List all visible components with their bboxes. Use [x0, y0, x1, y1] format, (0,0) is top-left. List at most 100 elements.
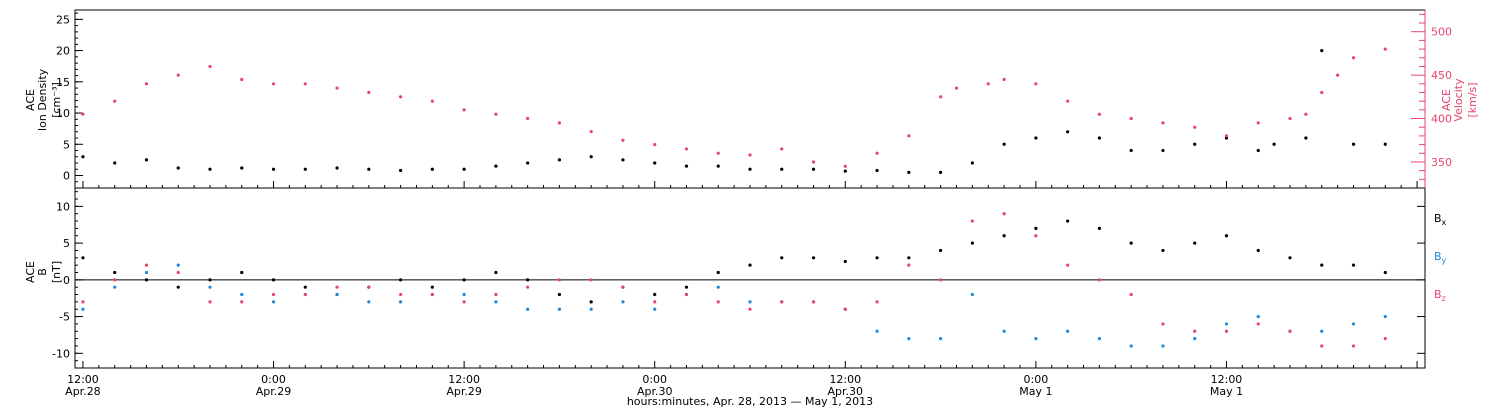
bx-point: [938, 248, 943, 253]
x-tick-label-time: 0:00: [1024, 373, 1049, 386]
density-point: [1129, 148, 1133, 153]
bx-point: [780, 256, 784, 260]
by-point: [1097, 337, 1102, 341]
density-point: [1066, 130, 1070, 134]
density-point: [557, 158, 562, 162]
bottom-left-ylabel-line-2: B: [36, 268, 49, 276]
bz-point: [811, 300, 816, 304]
bottom-y-tick-label: 5: [63, 237, 70, 250]
bx-point: [1288, 256, 1292, 260]
by-point: [589, 307, 593, 311]
density-point: [176, 166, 180, 170]
top-left-ylabel-line-3: [cm⁻³]: [50, 82, 63, 118]
bx-point: [970, 241, 974, 245]
bz-point: [1034, 234, 1038, 238]
bz-point: [1193, 329, 1197, 333]
density-point: [367, 167, 371, 171]
by-point: [398, 300, 403, 304]
by-point: [907, 337, 911, 341]
bx-point: [526, 278, 530, 282]
bz-point: [335, 285, 339, 289]
bottom-y-tick-label: 10: [56, 200, 70, 213]
bx-point: [684, 285, 689, 289]
bx-point: [1320, 263, 1324, 267]
density-point: [1351, 142, 1356, 146]
legend-bx: Bx: [1434, 212, 1447, 227]
bz-point: [1066, 263, 1070, 267]
bx-point: [1256, 248, 1260, 253]
bz-point: [462, 300, 466, 304]
bx-point: [843, 259, 847, 264]
top-right-y-tick-label: 400: [1431, 113, 1452, 126]
bz-point: [970, 219, 974, 223]
velocity-point: [1224, 134, 1229, 138]
density-point: [430, 167, 434, 171]
bz-point: [1224, 329, 1229, 333]
by-point: [367, 300, 371, 304]
bottom-left-ylabel: ACE B [nT]: [24, 261, 63, 283]
bx-point: [589, 300, 593, 304]
bz-point: [1129, 292, 1133, 297]
density-point: [811, 167, 816, 171]
density-point: [1002, 142, 1006, 146]
legend-bx-main: B: [1434, 212, 1442, 225]
bz-point: [303, 292, 307, 297]
x-tick-label-time: 12:00: [448, 373, 480, 386]
legend-bz-main: B: [1434, 288, 1442, 301]
density-point: [1383, 142, 1387, 146]
by-point: [970, 292, 974, 297]
bx-point: [1066, 219, 1070, 223]
x-tick-label-time: 12:00: [1211, 373, 1243, 386]
bx-point: [716, 270, 720, 275]
bx-point: [1351, 263, 1356, 267]
velocity-point: [303, 82, 307, 86]
by-point: [1066, 329, 1070, 333]
velocity-point: [494, 112, 498, 116]
bz-point: [1002, 212, 1006, 216]
density-point: [1193, 142, 1197, 146]
velocity-point: [81, 112, 85, 116]
top-left-y-tick-label: 20: [56, 45, 70, 58]
velocity-point: [1383, 47, 1387, 51]
velocity-point: [526, 116, 530, 121]
velocity-point: [557, 121, 562, 125]
bz-point: [557, 278, 562, 282]
bx-point: [811, 256, 816, 260]
legend-bz: Bz: [1434, 288, 1446, 303]
velocity-point: [780, 147, 784, 151]
density-point: [1097, 136, 1102, 140]
bx-point: [1161, 248, 1165, 253]
density-point: [653, 161, 657, 165]
velocity-point: [938, 95, 943, 99]
velocity-point: [811, 160, 816, 164]
by-point: [176, 263, 180, 267]
top-left-y-tick-label: 25: [56, 13, 70, 26]
by-point: [113, 285, 117, 289]
bx-point: [1034, 226, 1038, 231]
bx-point: [1224, 234, 1229, 238]
x-tick-label-time: 0:00: [261, 373, 286, 386]
x-tick-label-time: 12:00: [829, 373, 861, 386]
density-point: [1320, 48, 1324, 53]
x-tick-label-date: May 1: [1210, 385, 1243, 398]
x-tick-label-date: Apr.29: [256, 385, 292, 398]
by-point: [240, 292, 244, 297]
density-point: [716, 164, 720, 168]
by-point: [716, 285, 720, 289]
bz-point: [1351, 344, 1356, 348]
legend: Bx By Bz: [1434, 212, 1447, 303]
velocity-point: [716, 151, 720, 155]
by-point: [653, 307, 657, 311]
bz-point: [208, 300, 212, 304]
x-tick-label-date: Apr.30: [637, 385, 673, 398]
velocity-point: [1193, 125, 1197, 129]
ticks-layer: 12:00Apr.280:00Apr.2912:00Apr.290:00Apr.…: [52, 10, 1452, 398]
top-right-ylabel-line-1: ACE: [1440, 89, 1453, 111]
velocity-point: [335, 86, 339, 90]
by-point: [335, 292, 339, 297]
bz-point: [716, 300, 720, 304]
by-point: [938, 337, 943, 341]
velocity-point: [430, 99, 434, 103]
bz-point: [1320, 344, 1324, 348]
